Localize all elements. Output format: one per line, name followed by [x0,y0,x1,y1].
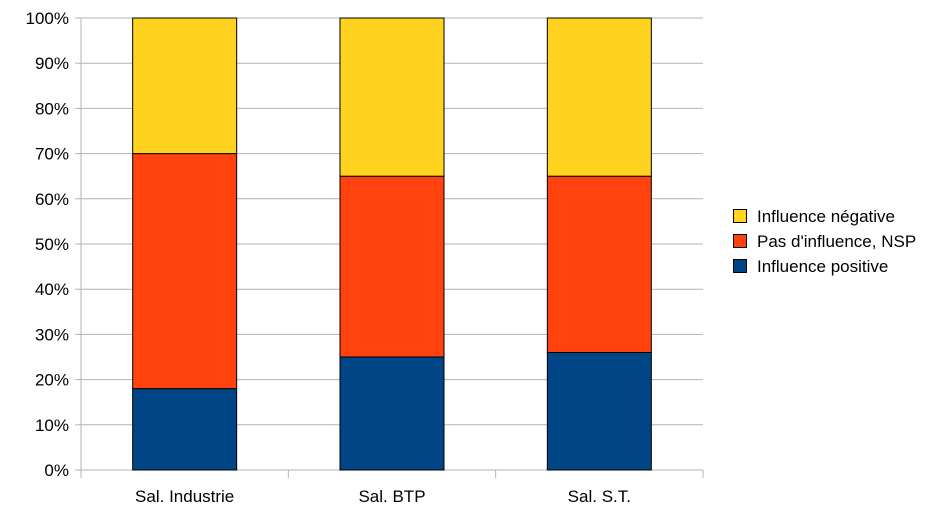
legend-swatch-influence-positive [733,259,747,273]
bar-segment-influence-n-gative [546,17,652,177]
bar-segment-influence-n-gative [339,17,445,177]
y-tick-label: 90% [35,54,69,73]
chart-legend: Influence négative Pas d'influence, NSP … [733,205,933,280]
y-tick-label: 100% [26,9,69,28]
y-tick-label: 80% [35,99,69,118]
y-tick-label: 40% [35,280,69,299]
x-category-label: Sal. S.T. [568,487,631,506]
bar-segment-pas-d-influence-nsp [339,175,445,358]
legend-label-influence-negative: Influence négative [757,207,895,226]
bar-segment-influence-n-gative [132,17,238,155]
y-tick-label: 60% [35,190,69,209]
x-category-label: Sal. BTP [358,487,425,506]
legend-swatch-pas-d-influence [733,234,747,248]
bar-segment-influence-positive [339,356,445,471]
y-tick-label: 0% [44,461,69,480]
legend-label-pas-d-influence: Pas d'influence, NSP [757,232,917,251]
legend-item-influence-negative: Influence négative [733,205,933,228]
bar-segment-pas-d-influence-nsp [546,175,652,353]
y-tick-label: 20% [35,371,69,390]
y-tick-label: 50% [35,235,69,254]
legend-item-pas-d-influence: Pas d'influence, NSP [733,230,933,253]
x-category-label: Sal. Industrie [135,487,234,506]
bar-segment-influence-positive [546,351,652,471]
y-tick-label: 70% [35,145,69,164]
bar-segment-influence-positive [132,388,238,471]
bar-segment-pas-d-influence-nsp [132,153,238,390]
y-tick-label: 10% [35,416,69,435]
y-tick-label: 30% [35,325,69,344]
legend-item-influence-positive: Influence positive [733,255,933,278]
legend-swatch-influence-negative [733,209,747,223]
legend-label-influence-positive: Influence positive [757,257,889,276]
